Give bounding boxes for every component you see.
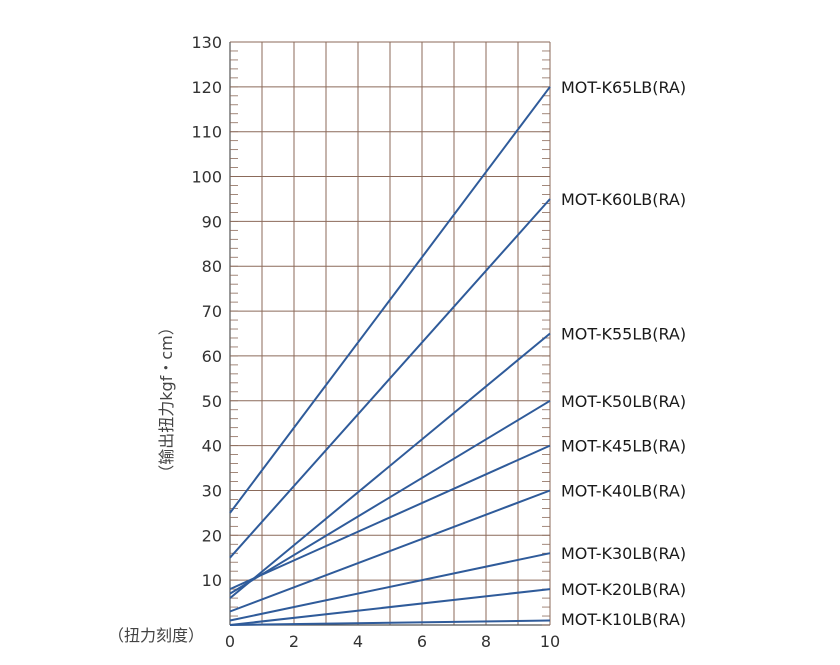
x-tick-label: 4 (353, 632, 363, 651)
y-tick-label: 110 (191, 123, 222, 142)
series-line (229, 552, 551, 622)
x-tick-label: 0 (225, 632, 235, 651)
series-label: MOT-K10LB(RA) (561, 610, 686, 629)
y-tick-label: 130 (191, 33, 222, 52)
series-line (229, 489, 551, 613)
y-tick-label: 90 (202, 212, 222, 231)
series-label: MOT-K65LB(RA) (561, 78, 686, 97)
series-lines (229, 86, 551, 626)
y-tick-label: 20 (202, 526, 222, 545)
series-line (229, 332, 551, 599)
minor-ticks (230, 41, 550, 626)
y-tick-label: 30 (202, 482, 222, 501)
series-line (229, 399, 551, 595)
y-tick-label: 80 (202, 257, 222, 276)
series-label: MOT-K40LB(RA) (561, 482, 686, 501)
y-tick-label: 100 (191, 168, 222, 187)
series-line (229, 619, 551, 626)
series-label: MOT-K30LB(RA) (561, 544, 686, 563)
series-label: MOT-K50LB(RA) (561, 392, 686, 411)
y-tick-label: 40 (202, 437, 222, 456)
series-label: MOT-K55LB(RA) (561, 325, 686, 344)
series-labels: MOT-K65LB(RA) MOT-K60LB(RA) MOT-K55LB(RA) M… (561, 78, 686, 629)
grid (229, 41, 551, 626)
y-axis-title: （输出扭力kgf・cm） (157, 319, 176, 480)
series-line (229, 444, 551, 591)
x-tick-label: 10 (540, 632, 560, 651)
series-line (229, 198, 551, 559)
series-line (229, 588, 551, 626)
tick-labels: 10 20 30 40 50 60 70 80 90 100 110 120 130 0 2 4 6 8 10 (191, 33, 560, 651)
y-tick-label: 60 (202, 347, 222, 366)
series-line (229, 86, 551, 514)
series-label: MOT-K45LB(RA) (561, 437, 686, 456)
x-tick-label: 8 (481, 632, 491, 651)
y-tick-label: 10 (202, 571, 222, 590)
y-tick-label: 70 (202, 302, 222, 321)
y-tick-label: 120 (191, 78, 222, 97)
y-tick-label: 50 (202, 392, 222, 411)
x-tick-label: 2 (289, 632, 299, 651)
series-label: MOT-K60LB(RA) (561, 190, 686, 209)
series-label: MOT-K20LB(RA) (561, 580, 686, 599)
x-axis-title: （扭力刻度） (108, 626, 204, 645)
x-tick-label: 6 (417, 632, 427, 651)
